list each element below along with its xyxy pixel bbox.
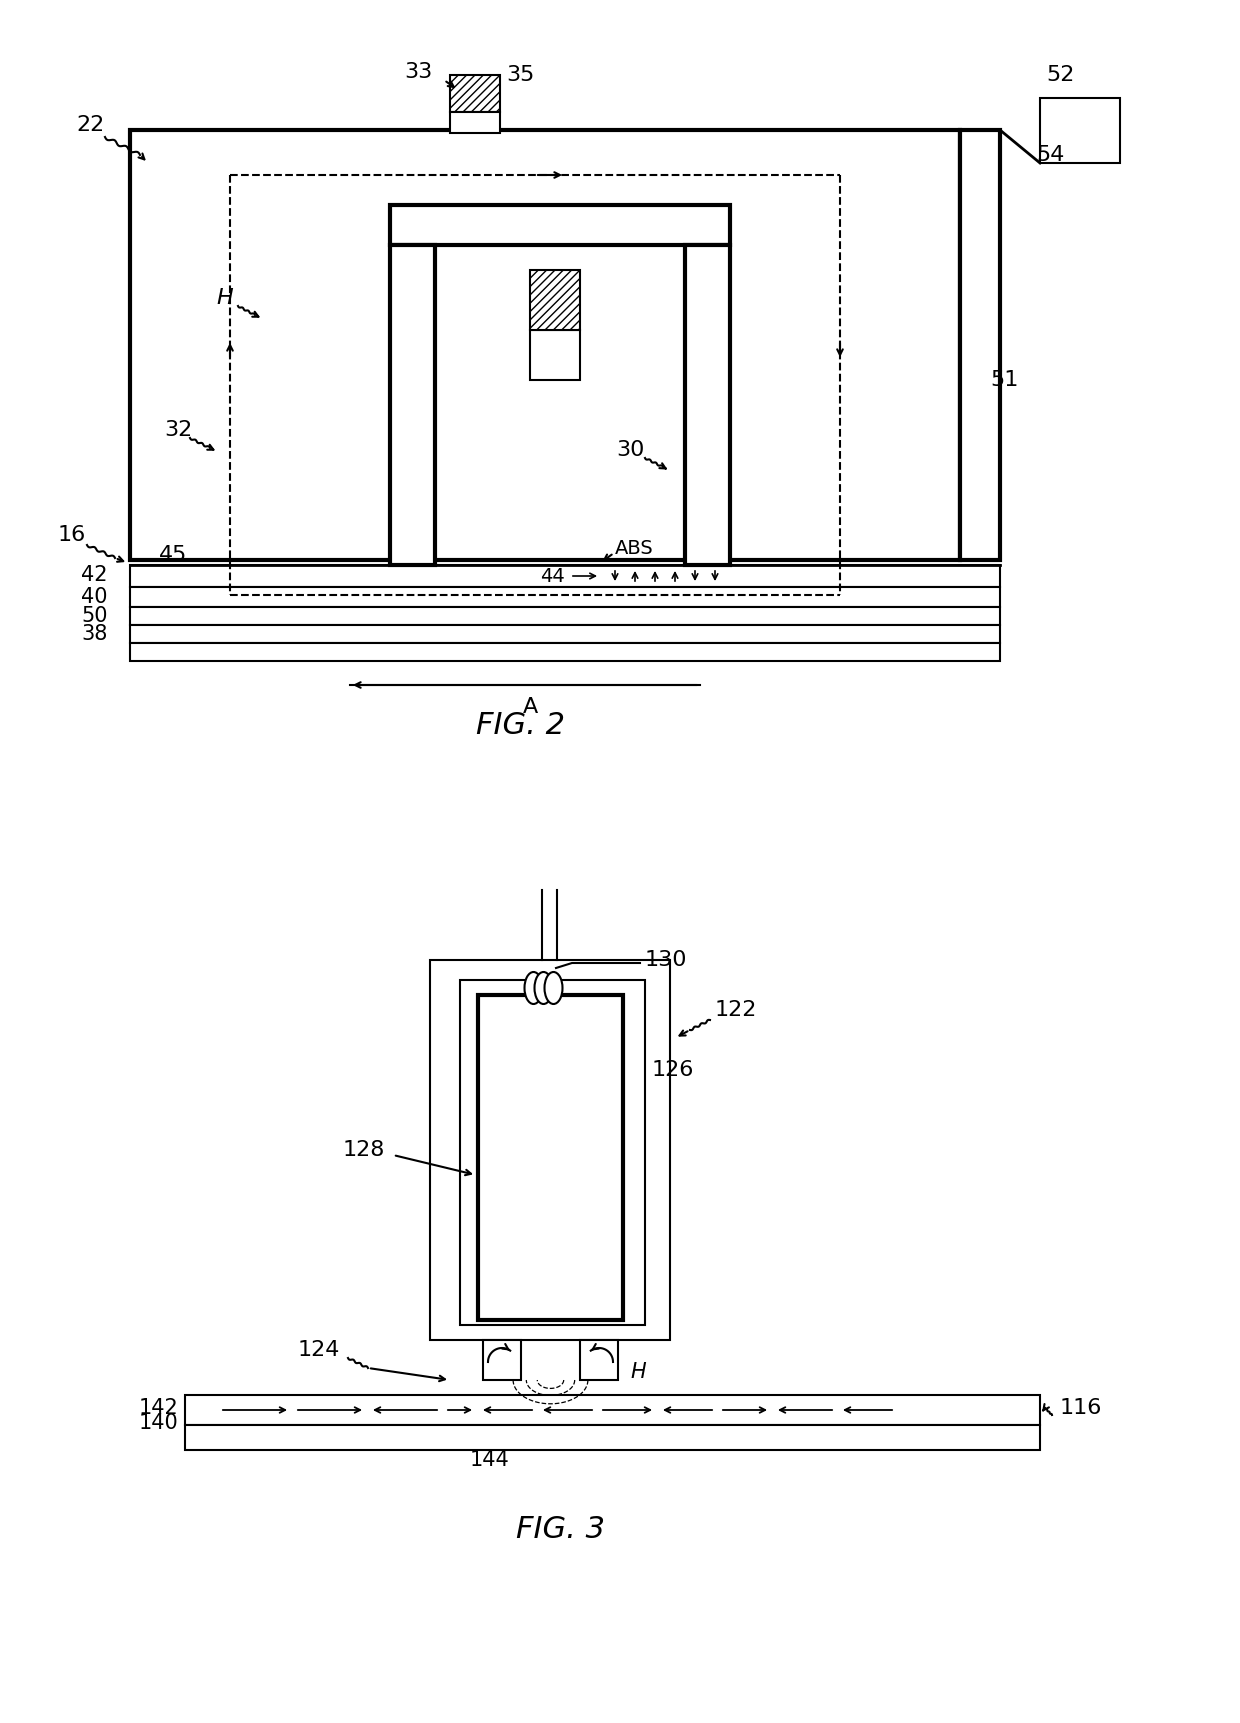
Bar: [484, 1340, 521, 1380]
Bar: [580, 1340, 618, 1380]
Bar: [130, 588, 999, 606]
Bar: [130, 606, 999, 625]
Text: 16: 16: [58, 526, 86, 544]
Bar: [391, 245, 435, 565]
Bar: [185, 1425, 1040, 1451]
Bar: [130, 643, 999, 662]
Bar: [960, 129, 999, 560]
Text: 54: 54: [1035, 145, 1064, 165]
Text: 40: 40: [82, 588, 108, 606]
Text: 52: 52: [1045, 65, 1074, 84]
Bar: [460, 980, 645, 1325]
Text: 124: 124: [298, 1340, 340, 1359]
Bar: [391, 205, 730, 245]
Ellipse shape: [525, 972, 543, 1005]
Text: 45: 45: [159, 544, 187, 565]
Text: FIG. 3: FIG. 3: [516, 1516, 605, 1544]
Bar: [529, 271, 580, 331]
Bar: [477, 994, 622, 1320]
Bar: [430, 960, 670, 1340]
Text: 126: 126: [652, 1060, 694, 1080]
Text: ABS: ABS: [615, 539, 653, 558]
Bar: [130, 565, 999, 588]
Bar: [1040, 98, 1120, 164]
Text: 142: 142: [138, 1397, 179, 1418]
Text: 30: 30: [616, 439, 645, 460]
Ellipse shape: [544, 972, 563, 1005]
Bar: [130, 129, 960, 560]
Text: 44: 44: [541, 567, 565, 586]
Text: 128: 128: [342, 1141, 384, 1160]
Bar: [450, 128, 500, 129]
Bar: [185, 1396, 1040, 1425]
Bar: [450, 76, 500, 112]
Text: 33: 33: [404, 62, 432, 83]
Text: FIG. 2: FIG. 2: [475, 710, 564, 739]
Text: 38: 38: [82, 624, 108, 644]
Bar: [130, 625, 999, 643]
Text: 116: 116: [1060, 1397, 1102, 1418]
Text: 35: 35: [506, 65, 534, 84]
Ellipse shape: [534, 972, 553, 1005]
Text: 140: 140: [138, 1413, 179, 1434]
Text: A: A: [522, 698, 538, 717]
Bar: [450, 112, 500, 133]
Bar: [529, 331, 580, 381]
Text: 32: 32: [164, 420, 192, 439]
Text: H: H: [630, 1361, 646, 1382]
Text: H: H: [217, 288, 233, 308]
Text: 144: 144: [470, 1451, 510, 1470]
Text: 50: 50: [82, 606, 108, 625]
Text: 130: 130: [645, 949, 687, 970]
Text: 22: 22: [76, 115, 104, 134]
Text: 122: 122: [715, 999, 758, 1020]
Text: 42: 42: [82, 565, 108, 586]
Text: 51: 51: [991, 370, 1019, 389]
Bar: [684, 245, 730, 565]
